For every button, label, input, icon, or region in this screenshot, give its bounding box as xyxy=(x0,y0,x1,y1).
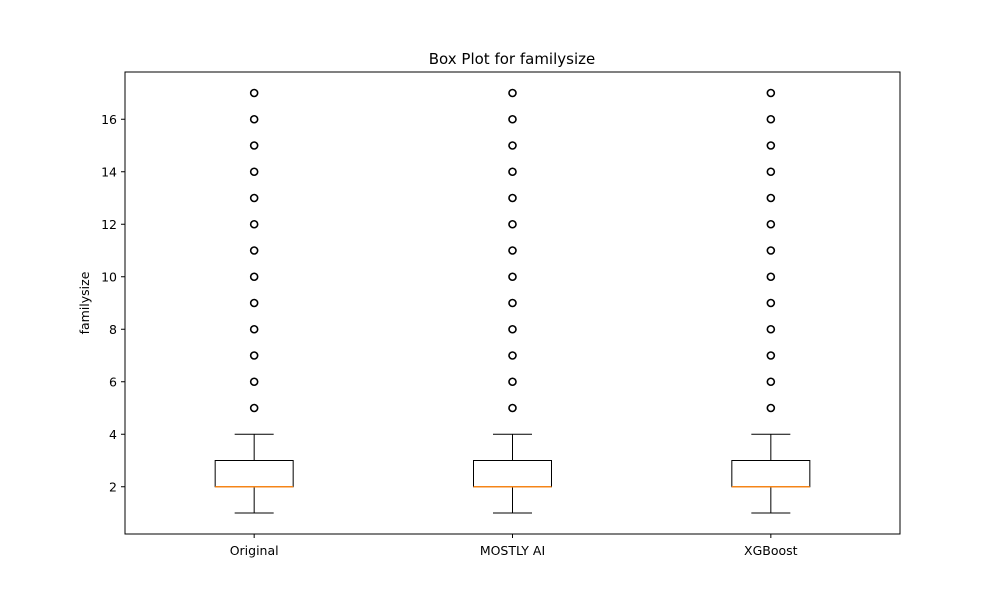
outlier-point xyxy=(249,219,259,229)
x-tick-label: MOSTLY AI xyxy=(480,543,545,558)
outlier-point xyxy=(766,272,776,282)
y-tick-label: 10 xyxy=(101,269,117,284)
outlier-point xyxy=(766,403,776,413)
y-axis: 2 4 6 8 10 12 14 16 xyxy=(101,112,125,494)
outlier-point xyxy=(766,377,776,387)
outlier-point xyxy=(508,377,517,387)
outlier-point xyxy=(249,351,259,360)
outlier-point xyxy=(766,88,776,98)
outlier-point xyxy=(508,298,517,308)
y-tick-label: 16 xyxy=(101,112,117,127)
y-axis-label: familysize xyxy=(77,271,92,334)
x-tick-label: XGBoost xyxy=(744,543,798,558)
outlier-point xyxy=(766,351,776,360)
y-tick-label: 2 xyxy=(109,479,117,494)
plot-area xyxy=(214,88,811,514)
outlier-point xyxy=(508,403,517,413)
outlier-point xyxy=(766,298,776,308)
outlier-point xyxy=(766,167,776,177)
outlier-point xyxy=(249,246,259,255)
outlier-point xyxy=(249,88,259,98)
outlier-point xyxy=(508,167,517,177)
outlier-point xyxy=(508,219,517,229)
outlier-point xyxy=(508,272,517,282)
outlier-point xyxy=(508,88,517,98)
outlier-point xyxy=(508,141,517,150)
outlier-point xyxy=(508,324,517,334)
outlier-point xyxy=(766,324,776,334)
outlier-point xyxy=(249,272,259,282)
y-tick-label: 4 xyxy=(109,427,117,442)
outlier-point xyxy=(249,324,259,334)
outlier-point xyxy=(766,193,776,203)
outlier-point xyxy=(508,193,517,203)
outlier-point xyxy=(766,114,776,124)
outlier-point xyxy=(249,403,259,413)
chart-title: Box Plot for familysize xyxy=(429,50,595,68)
outlier-point xyxy=(249,114,259,124)
box-series-0 xyxy=(214,88,294,514)
outlier-point xyxy=(766,219,776,229)
y-tick-label: 12 xyxy=(101,217,117,232)
outlier-point xyxy=(508,351,517,360)
iqr-box xyxy=(214,460,294,488)
outlier-point xyxy=(249,141,259,150)
outlier-point xyxy=(249,377,259,387)
outlier-point xyxy=(766,141,776,150)
x-axis: Original MOSTLY AI XGBoost xyxy=(230,534,798,558)
x-tick-label: Original xyxy=(230,543,279,558)
outlier-point xyxy=(766,246,776,255)
outlier-point xyxy=(249,298,259,308)
iqr-box xyxy=(473,460,552,488)
outlier-point xyxy=(249,167,259,177)
y-tick-label: 6 xyxy=(109,374,117,389)
box-series-1 xyxy=(473,88,552,514)
outlier-point xyxy=(508,114,517,124)
iqr-box xyxy=(731,460,811,488)
y-tick-label: 8 xyxy=(109,322,117,337)
outlier-point xyxy=(508,246,517,255)
box-series-2 xyxy=(731,88,811,514)
y-tick-label: 14 xyxy=(101,164,117,179)
outlier-point xyxy=(249,193,259,203)
